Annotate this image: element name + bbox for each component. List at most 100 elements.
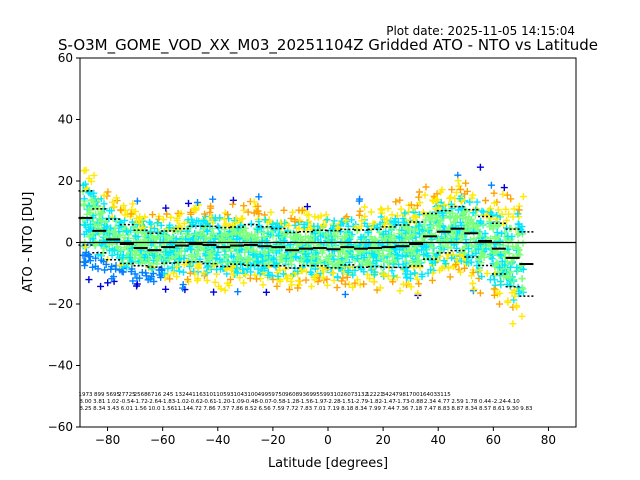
data-point xyxy=(173,273,181,281)
data-point xyxy=(175,211,183,219)
data-point xyxy=(208,213,216,221)
data-point xyxy=(514,231,522,239)
data-point xyxy=(146,235,154,243)
bin-annotation: 6716 xyxy=(147,392,161,398)
data-point xyxy=(415,280,423,288)
data-point xyxy=(476,163,484,171)
data-point xyxy=(428,276,436,284)
data-point xyxy=(110,203,118,211)
data-point xyxy=(167,214,175,221)
data-point xyxy=(205,250,213,258)
data-point xyxy=(132,232,139,240)
data-point xyxy=(449,233,457,241)
bin-annotation: 8.52 xyxy=(245,406,257,412)
data-point xyxy=(311,265,319,273)
data-point xyxy=(301,250,309,258)
bin-annotation: 6403 xyxy=(423,392,437,398)
data-point xyxy=(277,218,285,226)
data-point xyxy=(501,228,509,236)
data-point xyxy=(478,273,486,280)
data-point xyxy=(362,260,370,268)
data-point xyxy=(82,258,90,266)
data-point xyxy=(149,211,156,219)
data-point xyxy=(157,273,165,281)
bin-annotation: -0.61 xyxy=(202,399,216,405)
data-point xyxy=(453,188,460,196)
data-point xyxy=(367,208,375,216)
data-point xyxy=(173,263,180,270)
data-point xyxy=(136,219,143,227)
bin-annotation: 7.59 xyxy=(272,406,285,412)
data-point xyxy=(476,266,484,274)
data-point xyxy=(519,265,527,273)
data-point xyxy=(234,288,242,296)
y-tick-label: 0 xyxy=(65,236,73,250)
data-point xyxy=(466,198,474,206)
data-point xyxy=(492,259,500,267)
data-point xyxy=(430,222,437,229)
bin-annotation: 7.19 xyxy=(327,406,340,412)
data-point xyxy=(255,218,263,226)
data-point xyxy=(247,220,255,228)
data-point xyxy=(512,302,520,310)
data-point xyxy=(427,239,435,247)
data-point xyxy=(111,224,119,232)
data-point xyxy=(372,262,380,270)
data-point xyxy=(518,223,526,231)
data-point xyxy=(399,215,407,223)
data-point xyxy=(164,251,172,259)
data-point xyxy=(373,245,381,253)
data-point xyxy=(398,252,406,260)
bin-annotation: 9369 xyxy=(299,392,313,398)
data-point xyxy=(393,273,401,281)
bin-annotation: 3.81 xyxy=(93,399,105,405)
data-point xyxy=(382,228,390,236)
data-point xyxy=(318,249,326,257)
data-point xyxy=(274,242,282,250)
data-point xyxy=(449,209,457,217)
data-point xyxy=(111,232,119,240)
bin-annotation: -2.64 xyxy=(147,399,162,405)
bin-annotation: 11.14 xyxy=(174,406,190,412)
bin-annotation: 9608 xyxy=(285,392,299,398)
data-point xyxy=(360,254,368,262)
data-point xyxy=(317,232,325,240)
data-point xyxy=(456,195,464,203)
data-point xyxy=(296,255,304,262)
data-point xyxy=(169,233,176,241)
data-point xyxy=(139,217,147,225)
y-tick-label: −40 xyxy=(48,359,73,373)
data-point xyxy=(478,207,486,215)
bin-annotation: 8.25 xyxy=(79,406,92,412)
data-point xyxy=(448,254,456,262)
data-point xyxy=(122,227,130,235)
bin-annotation: 0.44 xyxy=(479,399,492,405)
bin-annotation: 9310 xyxy=(327,392,341,398)
data-point xyxy=(295,225,303,233)
data-point xyxy=(333,284,341,292)
data-point xyxy=(222,258,230,266)
data-point xyxy=(397,205,405,213)
data-point xyxy=(265,258,273,266)
bin-annotation: 899 xyxy=(94,392,105,398)
data-point xyxy=(504,232,512,240)
bin-annotation: 7.01 xyxy=(314,406,326,412)
data-point xyxy=(465,224,472,232)
data-point xyxy=(163,210,171,218)
data-point xyxy=(411,269,419,277)
data-point xyxy=(201,210,209,218)
data-point xyxy=(179,281,187,289)
x-tick-label: −20 xyxy=(260,433,285,447)
data-point xyxy=(444,251,452,258)
data-point xyxy=(504,297,512,305)
data-point xyxy=(287,214,295,222)
data-point xyxy=(389,278,397,286)
data-point xyxy=(81,180,89,188)
bin-annotation: 8.57 xyxy=(479,406,492,412)
data-point xyxy=(498,258,506,265)
data-point xyxy=(104,188,112,196)
data-point xyxy=(492,215,500,223)
data-point xyxy=(455,182,463,190)
bin-annotation: 3424 xyxy=(382,392,396,398)
data-point xyxy=(422,183,430,191)
